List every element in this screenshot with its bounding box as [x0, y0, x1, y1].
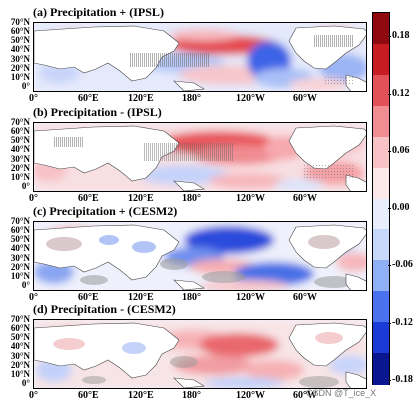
panel-b: (b) Precipitation - (IPSL) 70°N 60°N 50°… — [0, 104, 370, 204]
ylab-c-5: 20°N — [10, 262, 30, 272]
colorbar-tick-2: 0.06 — [388, 145, 410, 156]
xlab-c-2: 120°E — [128, 292, 154, 303]
colorbar-tick-5: -0.12 — [388, 317, 413, 328]
ylab-b-0: 70°N — [10, 117, 30, 127]
panel-c: (c) Precipitation + (CESM2) 70°N 60°N 50… — [0, 203, 370, 303]
ylab-b-4: 30°N — [10, 154, 30, 164]
ylab-d-3: 40°N — [10, 341, 30, 351]
xlab-b-2: 120°E — [128, 193, 154, 204]
map-a-field — [34, 23, 366, 91]
colorbar-segment — [373, 198, 389, 231]
colorbar-segment — [373, 13, 389, 46]
colorbar-tick-4: -0.06 — [388, 259, 413, 270]
ylab-a-7: 0° — [21, 81, 30, 91]
map-c — [33, 221, 367, 291]
xlab-a-2: 120°E — [128, 93, 154, 104]
colorbar-segment — [373, 105, 389, 139]
ylab-a-2: 50°N — [10, 35, 30, 45]
xlab-c-1: 60°E — [78, 292, 99, 303]
colorbar-tick-1: 0.12 — [388, 88, 410, 99]
ylab-d-2: 50°N — [10, 332, 30, 342]
ylab-d-5: 20°N — [10, 360, 30, 370]
ylab-b-7: 0° — [21, 181, 30, 191]
ylab-c-0: 70°N — [10, 216, 30, 226]
xlab-d-4: 120°W — [236, 390, 265, 401]
map-b — [33, 122, 367, 192]
ylab-c-2: 50°N — [10, 234, 30, 244]
xlab-d-2: 120°E — [128, 390, 154, 401]
ylab-c-7: 0° — [21, 280, 30, 290]
xlab-a-5: 60°W — [293, 93, 317, 104]
ylab-b-5: 20°N — [10, 163, 30, 173]
colorbar-tick-6: -0.18 — [388, 374, 413, 385]
ylab-c-6: 10°N — [10, 271, 30, 281]
map-d — [33, 319, 367, 389]
colorbar-segment — [373, 229, 389, 262]
ylab-a-4: 30°N — [10, 54, 30, 64]
xlab-c-3: 180° — [182, 292, 201, 303]
colorbar-tick-0: 0.18 — [388, 30, 410, 41]
map-b-field — [34, 123, 366, 191]
ylab-d-6: 10°N — [10, 369, 30, 379]
ylab-a-3: 40°N — [10, 44, 30, 54]
colorbar-segment — [373, 353, 389, 386]
watermark: CSDN @T_ice_X — [306, 388, 377, 398]
ylab-c-4: 30°N — [10, 253, 30, 263]
ylab-d-7: 0° — [21, 378, 30, 388]
ylab-b-6: 10°N — [10, 172, 30, 182]
colorbar-segment — [373, 136, 389, 170]
xlab-a-3: 180° — [182, 93, 201, 104]
xlab-c-0: 0° — [29, 292, 38, 303]
xlab-b-5: 60°W — [293, 193, 317, 204]
colorbar-tick-3: 0.00 — [388, 202, 410, 213]
map-d-field — [34, 320, 366, 388]
xlab-c-4: 120°W — [236, 292, 265, 303]
ylab-a-6: 10°N — [10, 72, 30, 82]
xlab-b-1: 60°E — [78, 193, 99, 204]
ylab-d-4: 30°N — [10, 351, 30, 361]
ylab-d-0: 70°N — [10, 314, 30, 324]
xlab-b-3: 180° — [182, 193, 201, 204]
xlab-d-5: 60°W — [293, 390, 317, 401]
colorbar-segment — [373, 43, 389, 77]
ylab-c-3: 40°N — [10, 243, 30, 253]
xlab-c-5: 60°W — [293, 292, 317, 303]
ylab-b-2: 50°N — [10, 135, 30, 145]
panel-a-title: (a) Precipitation + (IPSL) — [33, 5, 164, 19]
xlab-a-4: 120°W — [236, 93, 265, 104]
ylab-a-1: 60°N — [10, 26, 30, 36]
xlab-d-0: 0° — [29, 390, 38, 401]
panel-d-title: (d) Precipitation - (CESM2) — [33, 302, 176, 316]
ylab-b-3: 40°N — [10, 144, 30, 154]
colorbar-segment — [373, 260, 389, 293]
xlab-d-1: 60°E — [78, 390, 99, 401]
panel-c-title: (c) Precipitation + (CESM2) — [33, 204, 178, 218]
ylab-d-1: 60°N — [10, 323, 30, 333]
xlab-d-3: 180° — [182, 390, 201, 401]
colorbar — [372, 12, 390, 386]
colorbar-segment — [373, 291, 389, 324]
colorbar-segment — [373, 167, 389, 200]
colorbar-segment — [373, 322, 389, 355]
colorbar-segment — [373, 74, 389, 108]
panel-a: (a) Precipitation + (IPSL) 70°N 60°N 50°… — [0, 4, 370, 104]
xlab-a-1: 60°E — [78, 93, 99, 104]
ylab-c-1: 60°N — [10, 225, 30, 235]
map-c-field — [34, 222, 366, 290]
ylab-a-0: 70°N — [10, 17, 30, 27]
map-a — [33, 22, 367, 92]
xlab-b-0: 0° — [29, 193, 38, 204]
ylab-b-1: 60°N — [10, 126, 30, 136]
panel-d: (d) Precipitation - (CESM2) 70°N 60°N 50… — [0, 301, 370, 401]
panel-b-title: (b) Precipitation - (IPSL) — [33, 105, 162, 119]
ylab-a-5: 20°N — [10, 63, 30, 73]
xlab-a-0: 0° — [29, 93, 38, 104]
xlab-b-4: 120°W — [236, 193, 265, 204]
